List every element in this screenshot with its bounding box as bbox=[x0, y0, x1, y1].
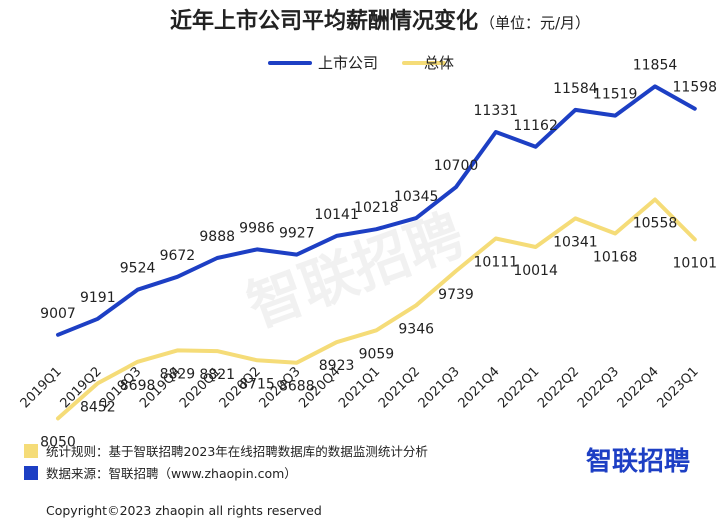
note-source-swatch bbox=[24, 466, 38, 480]
value-label-overall-6: 8688 bbox=[279, 379, 315, 395]
value-label-overall-14: 10168 bbox=[593, 250, 638, 266]
value-label-listed-10: 10700 bbox=[434, 158, 479, 174]
x-tick-2022Q4: 2022Q4 bbox=[615, 364, 662, 411]
x-tick-2021Q3: 2021Q3 bbox=[416, 364, 463, 411]
value-label-overall-1: 8452 bbox=[80, 399, 116, 415]
value-label-overall-15: 10558 bbox=[633, 215, 678, 231]
x-tick-2022Q3: 2022Q3 bbox=[575, 364, 622, 411]
value-label-overall-8: 9059 bbox=[359, 346, 395, 362]
x-tick-2021Q4: 2021Q4 bbox=[456, 364, 503, 411]
x-tick-2022Q2: 2022Q2 bbox=[535, 364, 582, 411]
value-label-listed-15: 11854 bbox=[633, 57, 678, 73]
note-rule-text: 统计规则：基于智联招聘2023年在线招聘数据库的数据监测统计分析 bbox=[46, 444, 428, 459]
value-label-listed-2: 9524 bbox=[120, 261, 156, 277]
value-label-overall-2: 8698 bbox=[120, 378, 156, 394]
copyright-text: Copyright©2023 zhaopin all rights reserv… bbox=[46, 503, 322, 518]
brand-logo: 智联招聘 bbox=[586, 447, 690, 477]
x-tick-2021Q2: 2021Q2 bbox=[376, 364, 423, 411]
legend-label-1: 总体 bbox=[424, 54, 454, 72]
x-tick-2023Q1: 2023Q1 bbox=[655, 364, 702, 411]
value-label-listed-8: 10218 bbox=[354, 200, 399, 216]
legend: 上市公司 总体 bbox=[268, 54, 454, 72]
value-label-overall-12: 10014 bbox=[513, 263, 558, 279]
value-label-listed-11: 11331 bbox=[474, 103, 519, 119]
value-label-listed-12: 11162 bbox=[513, 118, 558, 134]
value-label-overall-0: 8050 bbox=[40, 434, 76, 450]
note-source-text: 数据来源：智联招聘（www.zhaopin.com） bbox=[46, 466, 297, 481]
value-label-overall-4: 8821 bbox=[199, 367, 235, 383]
value-label-overall-16: 10101 bbox=[673, 255, 718, 271]
value-label-overall-9: 9346 bbox=[398, 321, 434, 337]
value-label-listed-4: 9888 bbox=[199, 229, 235, 245]
value-label-overall-3: 8829 bbox=[160, 366, 196, 382]
footer-notes: 统计规则：基于智联招聘2023年在线招聘数据库的数据监测统计分析 数据来源：智联… bbox=[24, 444, 428, 481]
series-layer bbox=[56, 84, 697, 421]
value-label-overall-11: 10111 bbox=[474, 254, 519, 270]
note-rule-swatch bbox=[24, 444, 38, 458]
value-label-overall-13: 10341 bbox=[553, 234, 598, 250]
value-label-listed-0: 9007 bbox=[40, 306, 76, 322]
x-tick-2022Q1: 2022Q1 bbox=[495, 364, 542, 411]
value-label-listed-9: 10345 bbox=[394, 189, 439, 205]
value-label-listed-6: 9927 bbox=[279, 226, 315, 242]
value-label-overall-10: 9739 bbox=[438, 287, 474, 303]
value-label-listed-1: 9191 bbox=[80, 290, 116, 306]
value-label-overall-7: 8923 bbox=[319, 358, 355, 374]
value-label-listed-16: 11598 bbox=[673, 80, 718, 96]
x-tick-2019Q1: 2019Q1 bbox=[18, 364, 65, 411]
value-label-listed-13: 11584 bbox=[553, 81, 598, 97]
chart-title: 近年上市公司平均薪酬情况变化 bbox=[170, 8, 478, 34]
value-label-listed-3: 9672 bbox=[160, 248, 196, 264]
value-label-listed-5: 9986 bbox=[239, 220, 275, 236]
legend-label-0: 上市公司 bbox=[318, 54, 378, 72]
value-label-listed-7: 10141 bbox=[314, 207, 359, 223]
chart-unit: （单位：元/月） bbox=[480, 14, 590, 32]
value-label-overall-5: 8715 bbox=[239, 376, 275, 392]
value-label-listed-14: 11519 bbox=[593, 87, 638, 103]
